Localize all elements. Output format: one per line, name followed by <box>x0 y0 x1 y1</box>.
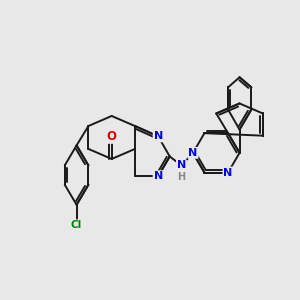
Text: N: N <box>154 131 163 141</box>
Text: H: H <box>178 172 186 182</box>
Text: Cl: Cl <box>71 220 82 230</box>
Text: N: N <box>154 171 163 181</box>
Text: N: N <box>224 168 233 178</box>
Text: N: N <box>188 148 198 158</box>
Text: N: N <box>177 160 186 170</box>
Text: O: O <box>107 130 117 143</box>
